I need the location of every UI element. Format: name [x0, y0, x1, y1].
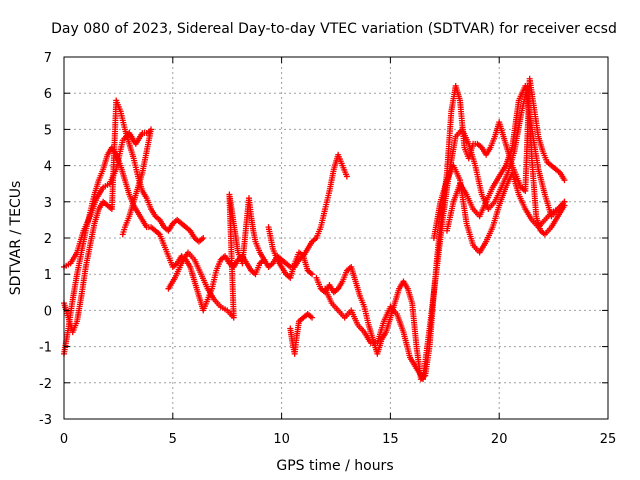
y-tick-label: 4 [44, 160, 52, 175]
data-point [309, 271, 316, 278]
x-tick-label: 25 [600, 432, 617, 447]
x-tick-label: 5 [169, 432, 177, 447]
data-point [261, 256, 268, 263]
series-track-4 [165, 191, 268, 321]
series-track-5 [265, 224, 316, 281]
x-tick-label: 0 [60, 432, 68, 447]
x-tick-label: 10 [273, 432, 290, 447]
y-tick-label: -3 [39, 413, 52, 428]
series-track-10 [443, 82, 568, 234]
x-tick-label: 15 [382, 432, 399, 447]
series-track-3 [61, 126, 155, 270]
data-point [343, 173, 350, 180]
y-tick-label: 6 [44, 87, 52, 102]
data-point [561, 198, 568, 205]
ticks: 0 5 10 15 20 25 -3 -2 -1 0 1 2 3 4 5 6 7 [39, 51, 616, 447]
y-tick-label: -2 [39, 377, 52, 392]
y-tick-label: 2 [44, 232, 52, 247]
data-point [561, 177, 568, 184]
x-axis-title: GPS time / hours [276, 458, 393, 474]
data-layer [61, 75, 568, 383]
data-point [309, 314, 316, 321]
data-point [200, 235, 207, 241]
y-tick-label: -1 [39, 341, 52, 356]
y-axis-title: SDTVAR / TECUs [8, 181, 24, 296]
x-tick-label: 20 [491, 432, 508, 447]
data-point [119, 231, 126, 238]
chart-title: Day 080 of 2023, Sidereal Day-to-day VTE… [51, 21, 617, 37]
series-track-2 [61, 97, 207, 336]
series-track-6 [287, 311, 316, 357]
y-tick-label: 7 [44, 51, 52, 66]
y-tick-label: 1 [44, 268, 52, 283]
y-tick-label: 3 [44, 196, 52, 211]
y-tick-label: 0 [44, 304, 52, 319]
y-tick-label: 5 [44, 123, 52, 138]
